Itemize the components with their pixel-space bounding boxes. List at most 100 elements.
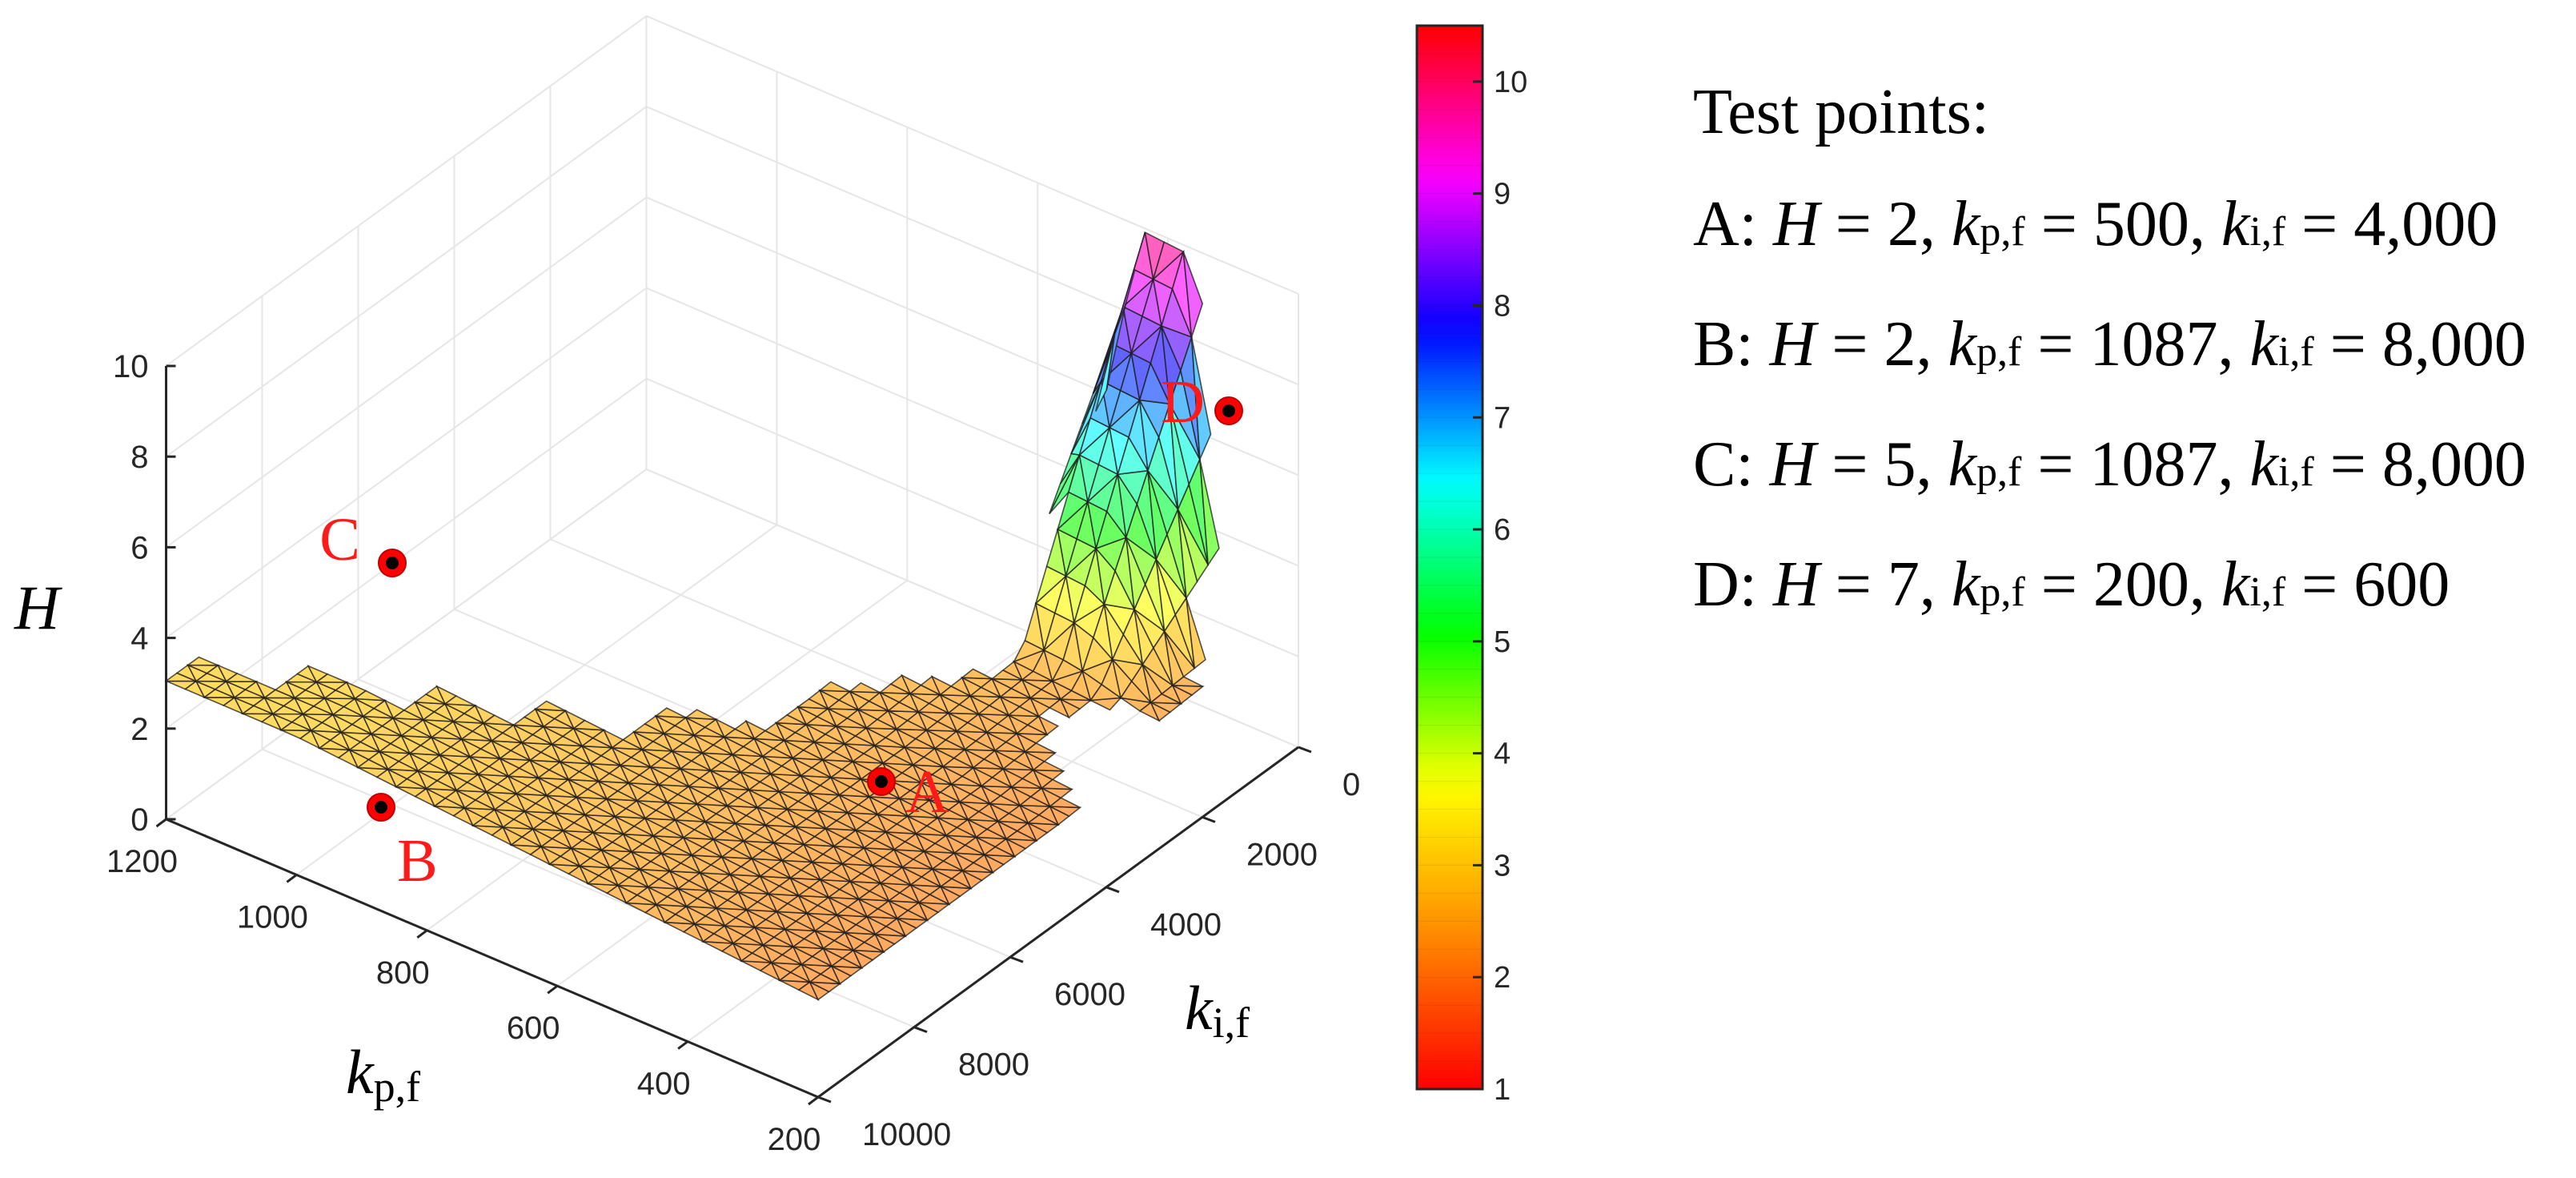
surface-facet	[1048, 797, 1081, 809]
x-tick	[677, 1040, 688, 1050]
x-tick-label: 600	[507, 1011, 560, 1046]
x-tick-label: 1200	[106, 844, 178, 879]
x-tick	[808, 1096, 819, 1106]
y-tick-label: 8000	[958, 1047, 1029, 1083]
x-axis-label: kp,f	[346, 1037, 420, 1111]
x-tick	[155, 818, 167, 828]
y-tick-label: 6000	[1054, 977, 1125, 1012]
y-tick-label: 0	[1342, 767, 1360, 802]
y-tick	[913, 1026, 928, 1034]
legend-ki-symbol: k	[2249, 309, 2278, 380]
surface-facet	[481, 714, 515, 726]
colorbar-tick-label: 2	[1494, 961, 1511, 995]
y-tick	[1105, 886, 1120, 894]
legend-point-name: A:	[1693, 189, 1773, 259]
surface-facet	[315, 673, 347, 683]
colorbar-tick-label: 8	[1494, 289, 1511, 323]
test-point-d: D	[1161, 368, 1243, 436]
legend-row: A: H = 2, kp,f = 500, ki,f = 4,000	[1693, 168, 2574, 288]
x-tick-label: 200	[768, 1122, 821, 1157]
surface-facet	[960, 668, 993, 680]
legend-ki-value: = 8,000	[2313, 309, 2526, 380]
y-tick	[817, 1096, 832, 1104]
surface-facet	[1182, 251, 1204, 338]
legend-kp-subscript: p,f	[1980, 209, 2025, 255]
test-point-label: A	[905, 758, 949, 826]
y-tick	[1202, 815, 1216, 823]
legend-h-value: = 2,	[1816, 309, 1948, 380]
test-point-center	[375, 801, 387, 814]
legend-ki-symbol: k	[2221, 189, 2250, 259]
y-tick-label: 2000	[1246, 837, 1318, 872]
legend-title: Test points:	[1693, 77, 1989, 147]
y-axis-line	[817, 746, 1299, 1099]
test-point-a: A	[867, 758, 949, 826]
surface-facet	[1170, 676, 1203, 687]
legend-ki-subscript: i,f	[2277, 449, 2314, 495]
surface-facet	[1040, 778, 1073, 790]
z-axis-label: H	[14, 573, 62, 642]
test-point-label: C	[319, 506, 360, 573]
z-tick-label: 6	[130, 530, 148, 565]
colorbar-tick-label: 6	[1494, 513, 1511, 547]
y-tick	[1009, 955, 1024, 963]
y-tick-label: 10000	[862, 1117, 951, 1152]
z-tick-label: 8	[130, 440, 148, 475]
surface-facet	[1037, 714, 1060, 736]
legend-h-symbol: H	[1769, 429, 1816, 500]
colorbar: 1 2 3 4 5 6 7 8 9 10	[1415, 24, 1527, 1107]
colorbar-tick-label: 3	[1494, 849, 1511, 882]
surface-facet	[1190, 336, 1212, 460]
z-tick-label: 0	[130, 802, 148, 838]
z-tick-label: 4	[130, 621, 148, 657]
test-point-label: B	[397, 827, 438, 895]
legend-ki-subscript: i,f	[2277, 329, 2314, 375]
surface-facet	[353, 690, 386, 702]
x-tick	[286, 874, 298, 883]
x-tick	[547, 984, 559, 995]
legend-point-name: B:	[1693, 309, 1770, 380]
legend-point-name: C:	[1693, 429, 1770, 500]
legend-kp-symbol: k	[1951, 189, 1980, 259]
colorbar-tick-label: 10	[1494, 66, 1527, 99]
legend-kp-symbol: k	[1951, 549, 1980, 620]
legend-ki-symbol: k	[2249, 429, 2278, 500]
surface-facet	[443, 695, 476, 706]
surface-facet	[1199, 459, 1220, 567]
legend-h-symbol: H	[1769, 309, 1816, 380]
legend-kp-symbol: k	[1948, 309, 1977, 380]
legend-kp-value: = 200,	[2024, 549, 2221, 620]
colorbar-gradient	[1415, 24, 1484, 1091]
test-points: A B C D	[319, 368, 1243, 895]
x-axis-line	[165, 818, 819, 1099]
surface	[164, 231, 1220, 1002]
x-tick	[416, 929, 428, 939]
x-tick-label: 400	[637, 1067, 691, 1102]
colorbar-tick-label: 5	[1494, 625, 1511, 659]
test-point-center	[875, 775, 888, 788]
x-tick-label: 1000	[237, 899, 308, 935]
colorbar-tick-label: 4	[1494, 738, 1511, 771]
legend-ki-value: = 600	[2285, 549, 2450, 620]
colorbar-tick-label: 7	[1494, 401, 1511, 435]
legend-kp-subscript: p,f	[1976, 449, 2022, 495]
y-tick	[1298, 746, 1312, 754]
test-point-b: B	[367, 793, 438, 895]
surface-facet	[654, 707, 687, 718]
y-axis-label: ki,f	[1185, 973, 1250, 1047]
legend-row: C: H = 5, kp,f = 1087, ki,f = 8,000	[1693, 408, 2574, 529]
surface-facet	[1023, 742, 1056, 754]
legend-kp-subscript: p,f	[1980, 569, 2025, 615]
legend-kp-subscript: p,f	[1976, 329, 2022, 375]
legend-h-value: = 5,	[1816, 429, 1948, 500]
legend-kp-value: = 1087,	[2021, 429, 2250, 500]
surface-facet	[1031, 760, 1064, 772]
surface-facet	[684, 709, 716, 721]
tick-labels: 0 2 4 6 8 10 200 400 600 800 1000 1200 0 2000 4000 6000…	[106, 349, 1360, 1157]
surface-facet	[848, 681, 881, 694]
axis-labels: H kp,f ki,f	[14, 573, 1250, 1111]
x-tick-label: 800	[376, 955, 430, 991]
legend-ki-subscript: i,f	[2249, 209, 2286, 255]
legend-row: D: H = 7, kp,f = 200, ki,f = 600	[1693, 529, 2574, 649]
